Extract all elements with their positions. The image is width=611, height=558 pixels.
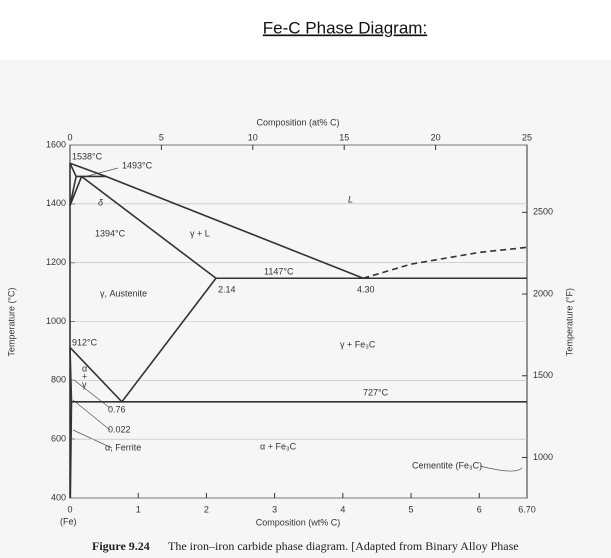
annotation: 1538°C xyxy=(72,151,103,161)
annotation: γ + L xyxy=(190,228,210,238)
x-tick-label: 3 xyxy=(272,504,277,514)
x2-tick-label: 20 xyxy=(431,132,441,142)
y-tick-label: 1000 xyxy=(46,316,66,326)
annotation: γ, Austenite xyxy=(100,288,147,298)
y-tick-label: 1600 xyxy=(46,139,66,149)
phase-boundary xyxy=(69,162,77,177)
x-axis-label: Composition (wt% C) xyxy=(256,517,341,527)
annotation: α + Fe₃C xyxy=(260,441,297,451)
x-tick-label: 4 xyxy=(340,504,345,514)
y-tick-label: 1400 xyxy=(46,198,66,208)
annotation: α, Ferrite xyxy=(105,442,141,452)
y2-axis-label: Temperature (°F) xyxy=(564,288,574,356)
annotation: + xyxy=(82,371,87,381)
annotation: α xyxy=(82,363,87,373)
chart-title: Fe-C Phase Diagram: xyxy=(263,18,427,37)
y-tick-label: 600 xyxy=(51,434,66,444)
x-tick-label: 2 xyxy=(204,504,209,514)
annotation: 1493°C xyxy=(122,160,153,170)
annotation: 912°C xyxy=(72,337,98,347)
annotation: 0.022 xyxy=(108,424,131,434)
x-tick-label: 1 xyxy=(136,504,141,514)
y-tick-label: 1200 xyxy=(46,257,66,267)
x2-tick-label: 15 xyxy=(339,132,349,142)
annotation: 2.14 xyxy=(218,284,236,294)
caption: The iron–iron carbide phase diagram. [Ad… xyxy=(168,539,519,553)
x2-axis-label: Composition (at% C) xyxy=(256,117,339,127)
y-axis-label: Temperature (°C) xyxy=(6,287,16,356)
annotation: 1394°C xyxy=(95,228,126,238)
phase-boundary xyxy=(69,162,364,280)
x-tick-label: 0 xyxy=(67,504,72,514)
x-tick-label: 6.70 xyxy=(518,504,536,514)
annotation: γ xyxy=(82,379,87,389)
x2-tick-label: 10 xyxy=(248,132,258,142)
y-tick-label: 800 xyxy=(51,375,66,385)
x-tick-label: 5 xyxy=(409,504,414,514)
phase-boundary xyxy=(81,175,217,279)
annotation: 1147°C xyxy=(264,266,294,276)
y-tick-label: 400 xyxy=(51,492,66,502)
x-tick-label: 6 xyxy=(477,504,482,514)
phase-boundary xyxy=(363,246,528,280)
y2-tick-label: 1000 xyxy=(533,452,553,462)
x2-tick-label: 5 xyxy=(159,132,164,142)
x2-tick-label: 25 xyxy=(522,132,532,142)
caption-label: Figure 9.24 xyxy=(92,539,150,553)
phase-boundary xyxy=(69,176,77,206)
annotation: L xyxy=(348,194,353,204)
phase-boundary xyxy=(69,176,83,206)
annotation: (Fe) xyxy=(60,516,77,526)
annotation: 0.76 xyxy=(108,404,126,414)
annotation: 4.30 xyxy=(357,284,375,294)
x2-tick-label: 0 xyxy=(67,132,72,142)
annotation: γ + Fe₃C xyxy=(340,339,376,349)
y2-tick-label: 1500 xyxy=(533,370,553,380)
annotation: 727°C xyxy=(363,387,389,397)
annotation: Cementite (Fe₃C) xyxy=(412,460,482,470)
annotation: δ xyxy=(98,197,104,207)
y2-tick-label: 2000 xyxy=(533,288,553,298)
y2-tick-label: 2500 xyxy=(533,207,553,217)
scan-page xyxy=(0,60,611,558)
